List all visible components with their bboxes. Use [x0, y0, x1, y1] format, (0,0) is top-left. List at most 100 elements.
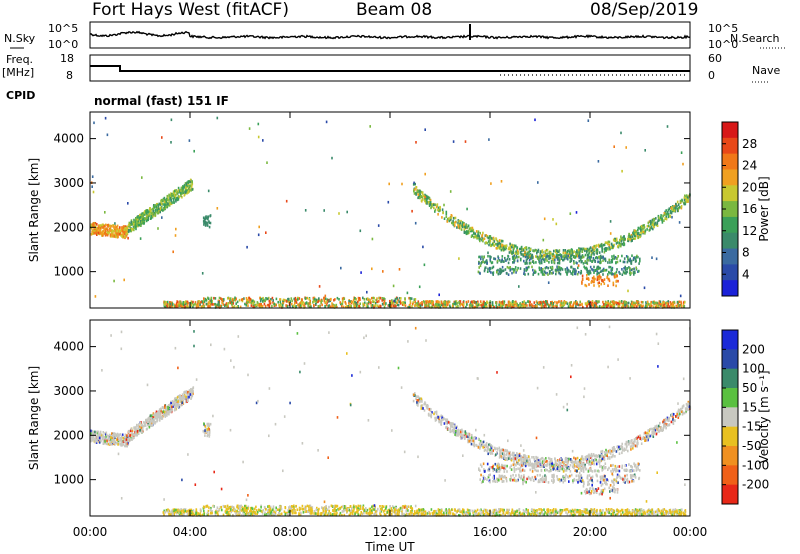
velocity-ground-scatter [446, 513, 448, 517]
power-ground-scatter [560, 300, 563, 303]
power-evening-arc [510, 245, 513, 249]
power-lower-band [610, 260, 613, 264]
power-ground-scatter [185, 300, 187, 303]
power-lower-band [491, 261, 494, 264]
velocity-ground-scatter [648, 512, 650, 516]
power-early-arc [90, 233, 93, 236]
velocity-ground-scatter [341, 510, 344, 513]
power-colorbar-tick-label: 28 [742, 137, 757, 151]
velocity-ground-scatter [220, 505, 222, 509]
velocity-ground-scatter [349, 512, 352, 515]
power-ground-scatter [546, 302, 548, 306]
power-lower-band [574, 255, 577, 259]
power-ground-scatter [653, 305, 655, 309]
power-early-arc [204, 217, 207, 221]
power-evening-arc [492, 238, 495, 241]
power-lower-band [588, 256, 590, 259]
power-ground-scatter [183, 301, 186, 304]
power-evening-arc [499, 247, 501, 250]
power-evening-arc [533, 249, 535, 253]
power-evening-arc [576, 254, 579, 258]
velocity-ground-scatter [203, 513, 205, 516]
power-lower-band [589, 265, 592, 269]
velocity-ground-scatter [570, 512, 572, 516]
power-evening-arc [597, 243, 600, 247]
power-lower-band [506, 257, 509, 261]
power-evening-arc [681, 198, 683, 202]
power-lower-band [617, 279, 619, 283]
power-evening-arc [634, 234, 637, 238]
power-sparse-echo [113, 279, 115, 283]
power-lower-band [623, 260, 626, 264]
power-ground-scatter [354, 306, 356, 309]
power-ytick-label: 3000 [53, 176, 84, 190]
power-ground-scatter [371, 296, 373, 300]
power-evening-arc [672, 207, 675, 211]
velocity-ground-scatter [301, 504, 304, 508]
power-evening-arc [653, 225, 655, 229]
power-evening-arc [611, 244, 613, 248]
power-ground-scatter [499, 301, 502, 305]
power-ground-scatter [507, 300, 510, 304]
power-ground-scatter [410, 297, 413, 300]
power-ground-scatter [327, 304, 330, 308]
power-ground-scatter [612, 303, 614, 306]
power-lower-band [492, 265, 495, 269]
power-early-arc [133, 223, 135, 226]
power-lower-band [556, 265, 558, 269]
power-ground-scatter [174, 303, 176, 307]
power-lower-band [621, 273, 624, 276]
power-ground-scatter [575, 302, 577, 305]
power-lower-band [555, 272, 557, 276]
power-sparse-echo [411, 209, 413, 213]
power-evening-arc [616, 241, 619, 244]
power-evening-arc [522, 253, 524, 256]
power-early-arc [136, 220, 138, 223]
power-lower-band [604, 257, 607, 261]
power-ground-scatter [200, 305, 203, 308]
power-ground-scatter [551, 301, 553, 304]
power-lower-band [607, 261, 609, 264]
power-lower-band [624, 266, 626, 270]
power-evening-arc [426, 196, 429, 199]
power-lower-band [562, 258, 564, 262]
power-early-arc [133, 220, 136, 224]
power-early-arc [135, 225, 137, 228]
velocity-ground-scatter [672, 511, 675, 515]
velocity-ground-scatter [628, 509, 630, 512]
power-ground-scatter [637, 304, 639, 307]
power-ground-scatter [444, 301, 446, 305]
power-lower-band [612, 283, 615, 287]
power-ground-scatter [604, 303, 606, 307]
power-evening-arc [621, 243, 624, 246]
velocity-ground-scatter [267, 509, 269, 512]
power-evening-arc [479, 231, 481, 235]
power-panel [89, 111, 739, 309]
velocity-ground-scatter [227, 510, 230, 514]
power-evening-arc [589, 246, 592, 249]
power-ground-scatter [323, 297, 326, 300]
power-ground-scatter [285, 300, 288, 303]
power-sparse-echo [371, 237, 374, 241]
velocity-ground-scatter [397, 508, 400, 511]
power-evening-arc [433, 203, 435, 207]
noise-panel [89, 21, 691, 49]
velocity-ground-scatter [625, 513, 628, 517]
power-lower-band [487, 267, 489, 271]
power-ground-scatter [462, 303, 464, 307]
power-evening-arc [640, 229, 642, 232]
power-sparse-echo [382, 270, 384, 273]
power-sparse-echo [458, 257, 460, 260]
power-evening-arc [607, 240, 610, 244]
velocity-ground-scatter [240, 504, 242, 508]
power-lower-band [609, 265, 612, 269]
velocity-ground-scatter [569, 514, 571, 517]
velocity-ground-scatter [636, 508, 638, 512]
power-ground-scatter [357, 304, 359, 308]
velocity-ground-scatter [273, 512, 276, 516]
power-ground-scatter [503, 302, 505, 305]
power-ground-scatter [478, 303, 480, 306]
power-early-arc [131, 228, 134, 231]
velocity-ground-scatter [489, 510, 492, 514]
power-evening-arc [541, 257, 544, 260]
